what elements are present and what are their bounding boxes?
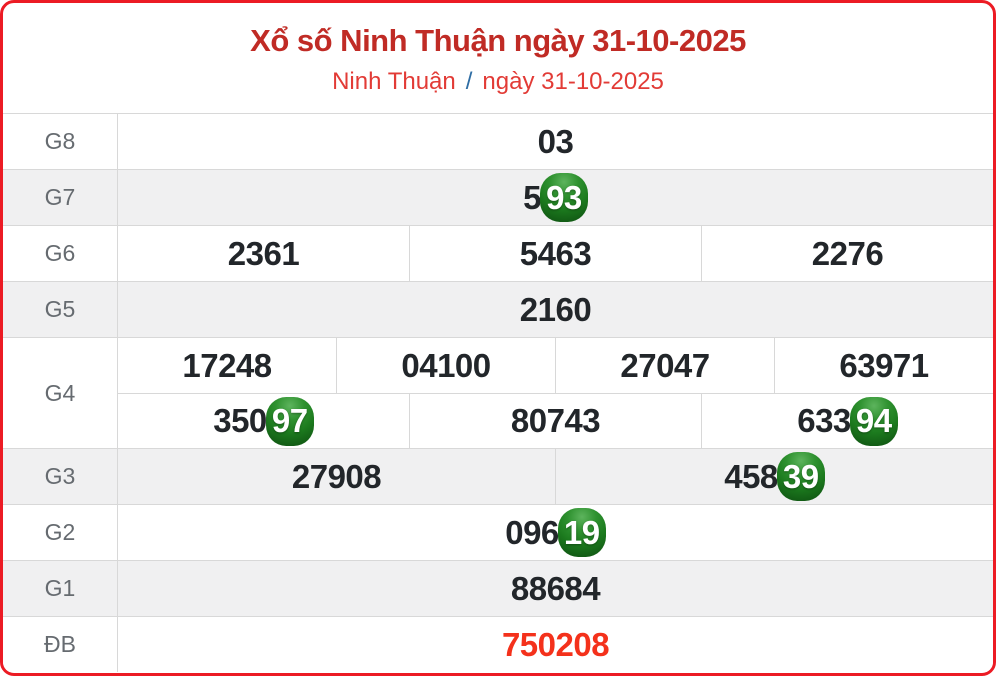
prize-values: 750208 (118, 617, 993, 672)
last-two-digits-badge: 19 (557, 508, 606, 557)
prize-value-cell: 27908 (291, 457, 382, 495)
prize-values: 03 (118, 114, 993, 169)
prize-row-G6: G6 2361 5463 2276 (3, 225, 993, 281)
prize-row-G5: G5 2160 (3, 281, 993, 337)
prize-values: 27908 458 39 (118, 449, 993, 504)
prize-line: 88684 (118, 561, 993, 616)
prize-line: 27908 458 39 (118, 449, 993, 504)
prize-values: 2361 5463 2276 (118, 226, 993, 281)
prize-value-cell: 03 (537, 122, 574, 160)
prize-value-cell: 2276 (701, 226, 993, 281)
results-header: Xổ số Ninh Thuận ngày 31-10-2025 Ninh Th… (3, 3, 993, 113)
prize-line: 03 (118, 114, 993, 169)
prize-value-prefix: 350 (213, 402, 267, 439)
prize-table: G8 03 G7 5 93 G6 2361 5463 2276 G5 2160 G4 17248 0410… (3, 113, 993, 672)
prize-row-G4: G4 17248 04100 27047 63971 350 97 80743 633 94 (3, 337, 993, 448)
prize-value-cell: 63971 (774, 338, 993, 393)
prize-line: 096 19 (118, 505, 993, 560)
prize-values: 2160 (118, 282, 993, 337)
prize-value-cell: 2160 (519, 290, 592, 328)
breadcrumb-date-link[interactable]: ngày 31-10-2025 (482, 68, 664, 95)
prize-row-ĐB: ĐB 750208 (3, 616, 993, 672)
prize-row-G3: G3 27908 458 39 (3, 448, 993, 504)
prize-value-cell: 17248 (182, 346, 272, 384)
prize-value-cell: 5 93 (118, 170, 993, 225)
prize-label: G6 (3, 226, 118, 281)
prize-values: 5 93 (118, 170, 993, 225)
page-title: Xổ số Ninh Thuận ngày 31-10-2025 (250, 23, 746, 58)
last-two-digits-badge: 94 (849, 396, 898, 446)
last-two-digits-badge: 97 (265, 396, 314, 446)
prize-value-prefix: 5 (523, 178, 541, 216)
prize-value-prefix: 633 (797, 402, 851, 439)
prize-row-G1: G1 88684 (3, 560, 993, 616)
last-two-digits-badge: 93 (539, 173, 588, 222)
prize-value-cell: 27047 (555, 338, 774, 393)
prize-value-cell: 633 94 (701, 394, 993, 448)
prize-label: G8 (3, 114, 118, 169)
prize-value-cell: 88684 (510, 569, 601, 607)
prize-values: 096 19 (118, 505, 993, 560)
prize-row-G2: G2 096 19 (3, 504, 993, 560)
prize-value-cell: 458 39 (555, 449, 993, 504)
prize-label: G1 (3, 561, 118, 616)
prize-value-prefix: 458 (724, 457, 778, 495)
prize-label: G5 (3, 282, 118, 337)
prize-line: 350 97 80743 633 94 (118, 393, 993, 448)
last-two-digits-badge: 39 (776, 452, 825, 501)
prize-line: 2160 (118, 282, 993, 337)
prize-value-cell: 096 19 (118, 505, 993, 560)
prize-value-cell: 80743 (409, 394, 701, 448)
prize-label: G4 (3, 338, 118, 448)
prize-line: 2361 5463 2276 (118, 226, 993, 281)
prize-value-cell: 350 97 (118, 394, 409, 448)
prize-values: 88684 (118, 561, 993, 616)
prize-label: G2 (3, 505, 118, 560)
prize-value-cell: 2361 (227, 234, 300, 272)
prize-values: 17248 04100 27047 63971 350 97 80743 633 94 (118, 338, 993, 448)
prize-value-cell: 04100 (336, 338, 555, 393)
prize-line: 17248 04100 27047 63971 (118, 338, 993, 393)
prize-row-G8: G8 03 (3, 113, 993, 169)
breadcrumb-region-link[interactable]: Ninh Thuận (332, 68, 456, 95)
breadcrumb: Ninh Thuận / ngày 31-10-2025 (3, 68, 993, 96)
prize-value-cell: 750208 (501, 625, 610, 663)
prize-line: 750208 (118, 617, 993, 672)
prize-value-prefix: 096 (505, 513, 559, 551)
prize-label: G3 (3, 449, 118, 504)
prize-label: ĐB (3, 617, 118, 672)
prize-value-cell: 5463 (409, 226, 701, 281)
prize-line: 5 93 (118, 170, 993, 225)
prize-label: G7 (3, 170, 118, 225)
breadcrumb-separator: / (465, 68, 473, 95)
prize-row-G7: G7 5 93 (3, 169, 993, 225)
